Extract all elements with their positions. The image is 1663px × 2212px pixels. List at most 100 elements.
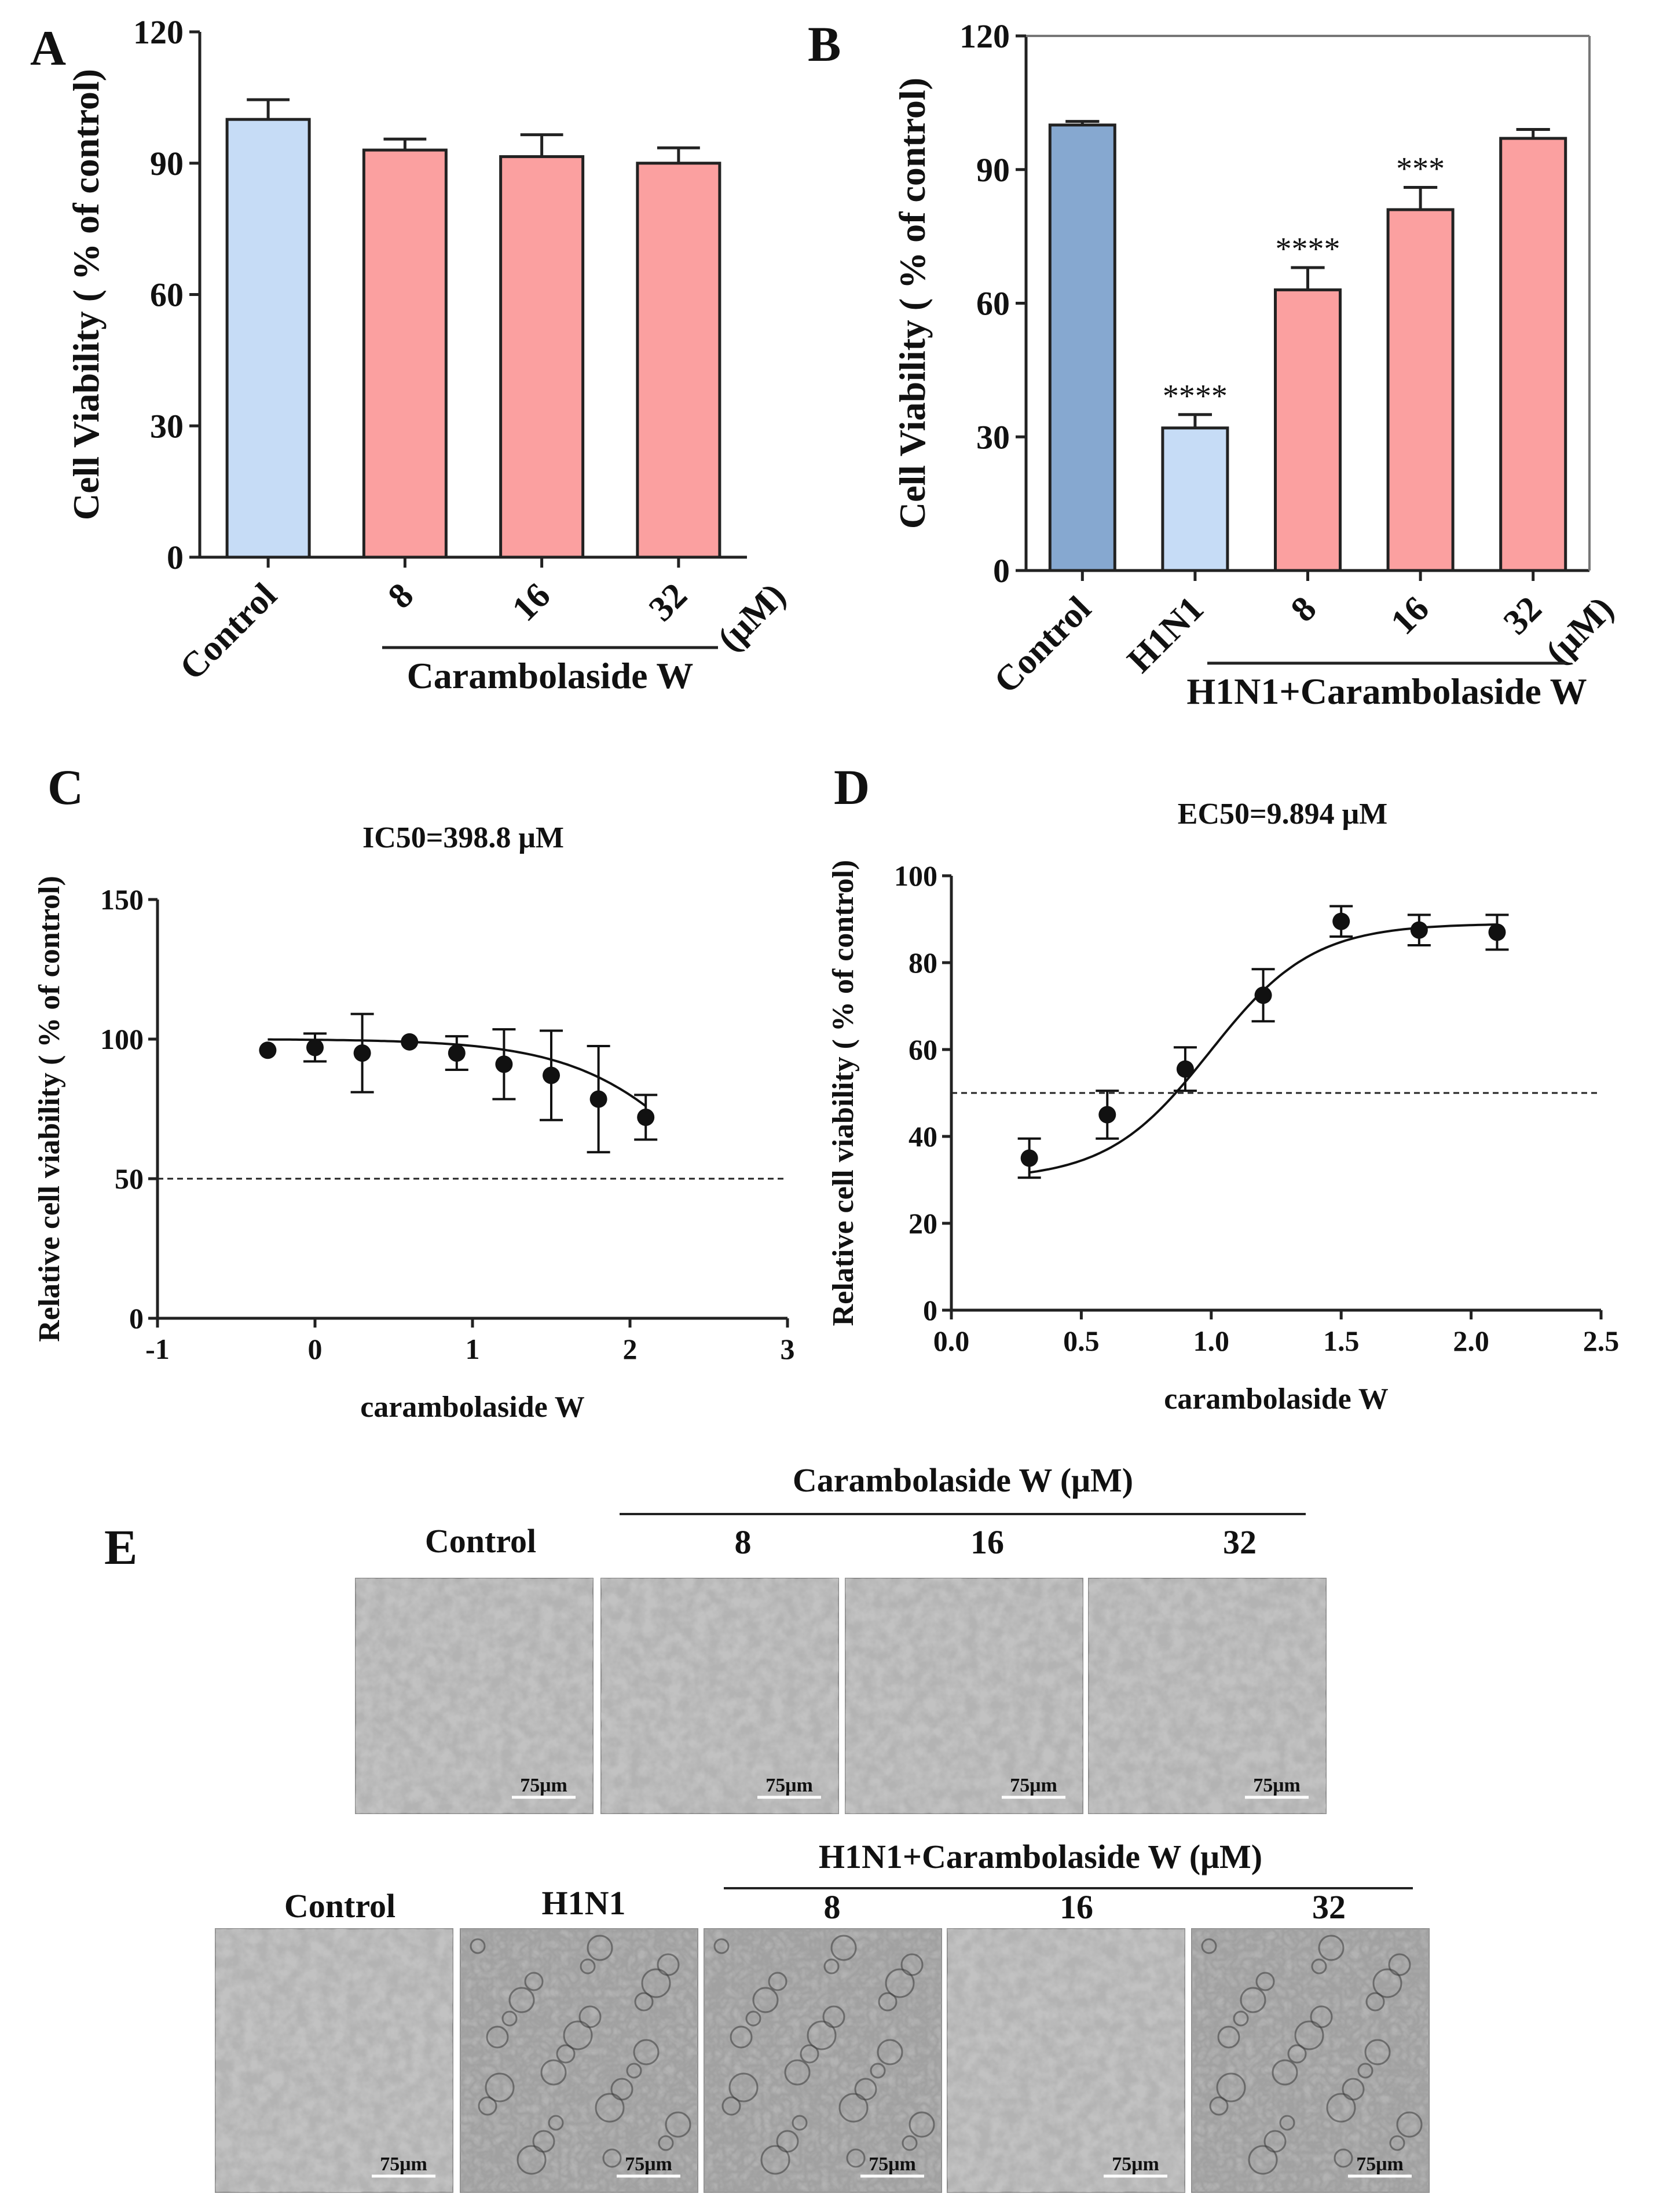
A-unit-label: (μM) — [710, 576, 793, 659]
rounded-cell — [800, 2044, 819, 2064]
rounded-cell — [792, 2115, 808, 2131]
C-y-axis-title: Relative cell viability ( % of control) — [33, 876, 66, 1342]
rounded-cell — [470, 1938, 486, 1954]
micrograph-texture — [601, 1578, 838, 1814]
A-category-label: Control — [173, 576, 284, 688]
A-bar — [636, 162, 721, 559]
rounded-cell — [665, 2111, 691, 2138]
rounded-cell — [486, 2025, 509, 2049]
rounded-cell — [1294, 2020, 1324, 2050]
rounded-cell — [1279, 2115, 1295, 2131]
D-x-tick-label: 2.5 — [1583, 1325, 1620, 1357]
rounded-cell — [524, 1972, 544, 1991]
D-y-tick-label: 20 — [909, 1207, 937, 1240]
B-y-tick-label: 60 — [976, 285, 1010, 323]
B-y-axis-title: Cell Viability ( % of control) — [892, 78, 933, 529]
A-y-tick-label: 0 — [167, 539, 184, 576]
rounded-cell — [508, 1987, 535, 2013]
rounded-cell — [1233, 2010, 1249, 2027]
e-row2-label-0: Control — [284, 1887, 395, 1925]
rounded-cell — [548, 2115, 564, 2131]
B-category-label: 16 — [1383, 589, 1437, 642]
rounded-cell — [1357, 2063, 1373, 2079]
e-row1-label-3: 32 — [1223, 1523, 1257, 1561]
D-data-point — [1020, 1149, 1038, 1167]
rounded-cell — [478, 2096, 497, 2116]
e-row1-header: Carambolaside W (μM) — [793, 1461, 1133, 1499]
B-y-tick-label: 30 — [976, 418, 1010, 456]
C-x-tick-label: 2 — [623, 1333, 638, 1365]
rounded-cell — [626, 2063, 642, 2079]
micrograph-texture — [460, 1929, 698, 2192]
C-chart-title: IC50=398.8 μM — [362, 821, 564, 854]
B-bar — [1274, 288, 1342, 572]
A-y-tick-label: 120 — [133, 13, 184, 51]
C-y-tick-label: 50 — [115, 1162, 144, 1195]
B-category-label: Control — [987, 589, 1098, 701]
D-y-tick-label: 80 — [909, 946, 937, 979]
rounded-cell — [878, 1992, 898, 2012]
scale-bar-label: 75μm — [1010, 1775, 1057, 1796]
C-x-tick-label: 1 — [466, 1333, 480, 1365]
rounded-cell — [1201, 1938, 1217, 1954]
micrograph-texture — [845, 1578, 1083, 1814]
B-bar — [1161, 426, 1229, 572]
B-y-tick-label: 120 — [959, 17, 1010, 55]
B-category-label: H1N1 — [1120, 589, 1211, 681]
e-row1-label-2: 16 — [970, 1523, 1004, 1561]
rounded-cell — [587, 1935, 613, 1961]
C-x-tick-label: -1 — [145, 1333, 170, 1365]
rounded-cell — [602, 2148, 622, 2168]
B-category-label: 8 — [1283, 589, 1324, 630]
C-data-point — [353, 1044, 371, 1062]
rounded-cell — [902, 2135, 918, 2151]
A-category-label: 8 — [380, 576, 421, 616]
rounded-cell — [784, 2059, 811, 2086]
A-category-label: 16 — [505, 576, 558, 629]
A-bar — [225, 118, 311, 559]
D-data-point — [1332, 912, 1350, 930]
C-y-tick-label: 150 — [100, 883, 144, 916]
rounded-cell — [658, 2135, 674, 2151]
D-y-tick-label: 100 — [894, 860, 937, 892]
D-x-tick-label: 1.5 — [1323, 1325, 1360, 1357]
rounded-cell — [1248, 2145, 1278, 2175]
rounded-cell — [1318, 1935, 1345, 1961]
microscopy-panel-e: Carambolaside W (μM) Control 8 16 32 H1N… — [215, 1461, 1430, 2193]
C-y-tick-label: 0 — [129, 1302, 144, 1334]
scale-bar-label: 75μm — [380, 2153, 427, 2175]
A-group-label: Carambolaside W — [407, 655, 694, 696]
rounded-cell — [485, 2072, 515, 2103]
scale-bar-label: 75μm — [1356, 2153, 1404, 2175]
A-y-axis-title: Cell Viability ( % of control) — [65, 69, 107, 520]
A-y-tick-label: 30 — [150, 407, 184, 445]
D-data-point — [1488, 923, 1506, 941]
bar-chart-b: 0 30 60 90 120 Cell Viability ( % of control)… — [892, 17, 1621, 712]
rounded-cell — [909, 2111, 935, 2138]
C-x-tick-label: 0 — [308, 1333, 323, 1365]
rounded-cell — [885, 1968, 915, 1998]
rounded-cell — [807, 2020, 837, 2050]
B-group-label: H1N1+Carambolaside W — [1186, 671, 1587, 712]
C-data-point — [637, 1108, 655, 1126]
D-y-tick-label: 40 — [909, 1120, 937, 1153]
D-y-tick-label: 0 — [923, 1294, 937, 1326]
C-data-point — [401, 1033, 419, 1051]
rounded-cell — [1272, 2059, 1298, 2086]
rounded-cell — [870, 2063, 886, 2079]
e-row1-label-1: 8 — [735, 1523, 752, 1561]
panel-letter-b: B — [808, 16, 841, 72]
C-data-point — [495, 1055, 513, 1073]
rounded-cell — [1217, 2025, 1240, 2049]
A-y-tick-label: 90 — [150, 145, 184, 182]
D-x-tick-label: 1.0 — [1193, 1325, 1230, 1357]
B-category-label: 32 — [1496, 589, 1550, 642]
C-y-tick-label: 100 — [100, 1023, 144, 1055]
rounded-cell — [641, 1968, 671, 1998]
dose-response-chart-d: 0 20 40 60 80 100 0.0 0.5 1.0 1.5 2.0 2.5 carambolas… — [827, 798, 1619, 1416]
rounded-cell — [1364, 2039, 1391, 2065]
rounded-cell — [760, 2145, 790, 2175]
C-data-point — [259, 1041, 277, 1059]
D-data-point — [1098, 1106, 1116, 1124]
